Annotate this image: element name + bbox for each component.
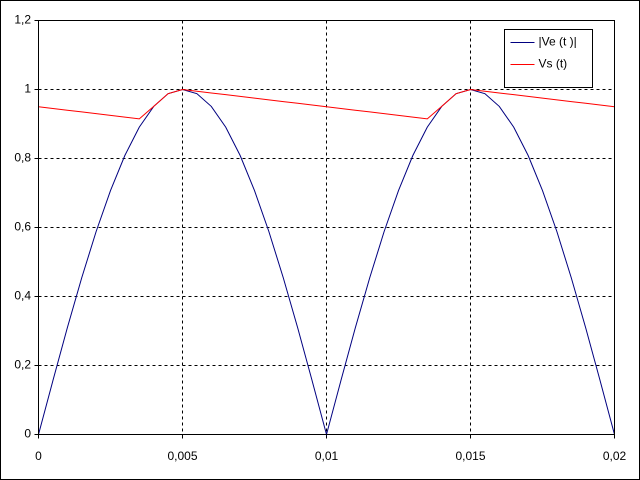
legend: |Ve (t )| Vs (t) bbox=[504, 29, 593, 88]
x-tick-label: 0,005 bbox=[167, 449, 197, 463]
series-line bbox=[38, 88, 615, 120]
legend-label: Vs (t) bbox=[539, 57, 568, 71]
grid bbox=[34, 20, 615, 439]
legend-box bbox=[504, 29, 593, 88]
y-tick-label: 1 bbox=[24, 82, 31, 96]
x-tick-label: 0,01 bbox=[315, 449, 339, 463]
x-tick-label: 0,02 bbox=[603, 449, 627, 463]
tick-labels: 0 0,2 0,4 0,6 0,8 1 1,2 0 0,005 0,01 0,015 0,02 bbox=[14, 13, 626, 464]
plot-frame bbox=[38, 20, 615, 435]
y-tick-label: 0,6 bbox=[14, 220, 31, 234]
y-tick-label: 0,2 bbox=[14, 358, 31, 372]
legend-label: |Ve (t )| bbox=[539, 35, 577, 49]
y-tick-label: 0,8 bbox=[14, 151, 31, 165]
y-tick-label: 1,2 bbox=[14, 13, 31, 27]
y-tick-label: 0 bbox=[24, 427, 31, 441]
x-tick-label: 0 bbox=[35, 449, 42, 463]
y-tick-label: 0,4 bbox=[14, 289, 31, 303]
x-tick-label: 0,015 bbox=[455, 449, 485, 463]
